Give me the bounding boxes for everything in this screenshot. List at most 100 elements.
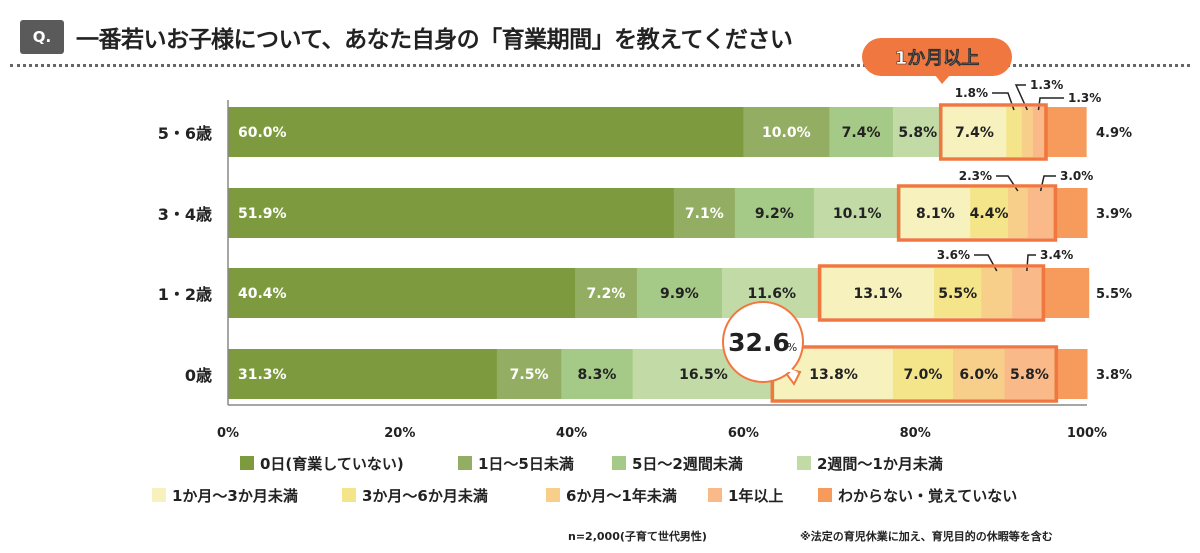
data-label: 13.8% <box>809 367 858 383</box>
bar-segment <box>1021 107 1034 157</box>
category-label: 3・4歳 <box>158 205 212 224</box>
bar-segment <box>981 268 1013 318</box>
callout-value: 32.6 <box>728 328 790 357</box>
bar-segment <box>228 107 744 157</box>
data-label: 3.0% <box>1060 169 1093 183</box>
bar-segment <box>1053 188 1088 238</box>
bar-segment <box>561 349 634 399</box>
bar-segment <box>1004 349 1055 399</box>
legend-label: 0日(育業していない) <box>260 455 404 473</box>
legend-swatch <box>458 456 472 470</box>
legend-swatch <box>818 488 832 502</box>
data-label: 31.3% <box>238 367 287 383</box>
legend-label: 2週間～1か月未満 <box>817 455 943 473</box>
data-label: 60.0% <box>238 125 287 141</box>
data-label: 11.6% <box>747 286 796 302</box>
bar-segment <box>1006 107 1023 157</box>
data-label: 4.4% <box>970 206 1009 222</box>
legend-label: 1年以上 <box>728 487 783 505</box>
highlight-box <box>938 103 1048 161</box>
legend-swatch <box>342 488 356 502</box>
legend-label: 1か月～3か月未満 <box>172 487 298 505</box>
legend-label: 1日～5日未満 <box>478 455 574 473</box>
footnote: ※法定の育児休業に加え、育児目的の休暇等を含む <box>800 529 1053 543</box>
bar-segment <box>829 107 894 157</box>
sample-size-note: n=2,000(子育て世代男性) <box>568 529 707 543</box>
bar-segment <box>228 349 498 399</box>
legend-swatch <box>797 456 811 470</box>
bar-segment <box>952 349 1006 399</box>
data-label: 3.9% <box>1096 207 1132 222</box>
bar-segment <box>496 349 562 399</box>
bar-segment <box>1041 268 1090 318</box>
data-label: 7.5% <box>510 367 549 383</box>
category-label: 1・2歳 <box>158 285 212 304</box>
callout-unit: % <box>787 341 797 354</box>
legend-swatch <box>240 456 254 470</box>
bar-segment <box>1027 188 1054 238</box>
data-label: 7.4% <box>842 125 881 141</box>
legend-swatch <box>152 488 166 502</box>
highlight-box <box>896 184 1058 242</box>
data-label: 3.8% <box>1096 368 1132 383</box>
data-label: 7.0% <box>904 367 943 383</box>
data-label: 5.8% <box>898 125 937 141</box>
title-divider <box>10 64 1190 67</box>
bar-segment <box>636 268 723 318</box>
data-label: 7.4% <box>955 125 994 141</box>
x-tick-label: 20% <box>384 426 415 441</box>
bar-segment <box>1012 268 1042 318</box>
data-label: 3.4% <box>1040 248 1073 262</box>
highlight-bubble-pointer <box>935 75 950 84</box>
legend-label: わからない・覚えていない <box>838 487 1017 505</box>
data-label: 10.1% <box>833 206 882 222</box>
data-label: 40.4% <box>238 286 287 302</box>
x-tick-label: 80% <box>900 426 931 441</box>
chart-title: 一番若いお子様について、あなた自身の「育業期間」を教えてください <box>76 27 793 53</box>
data-label: 13.1% <box>854 286 903 302</box>
bar-segment <box>942 107 1007 157</box>
bar-segment <box>970 188 1009 238</box>
data-label: 51.9% <box>238 206 287 222</box>
data-label: 5.5% <box>938 286 977 302</box>
leader-line <box>1014 84 1028 111</box>
data-label: 8.3% <box>578 367 617 383</box>
question-badge: Q. <box>20 20 64 54</box>
callout-circle <box>722 301 804 383</box>
highlight-box <box>817 264 1046 322</box>
data-label: 6.0% <box>959 367 998 383</box>
data-label: 1.3% <box>1030 78 1063 92</box>
x-tick-label: 100% <box>1067 426 1107 441</box>
bar-segment <box>892 349 954 399</box>
legend-swatch <box>612 456 626 470</box>
bar-segment <box>734 188 815 238</box>
callout-pointer-fill <box>780 364 798 372</box>
data-label: 9.9% <box>660 286 699 302</box>
legend-swatch <box>708 488 722 502</box>
bar-segment <box>673 188 736 238</box>
data-label: 7.1% <box>685 206 724 222</box>
bar-segment <box>1032 107 1045 157</box>
data-label: 7.2% <box>587 286 626 302</box>
bar-segment <box>934 268 982 318</box>
bar-segment <box>1054 349 1088 399</box>
category-label: 0歳 <box>185 366 212 385</box>
bar-segment <box>892 107 944 157</box>
highlight-bubble <box>862 38 1012 76</box>
data-label: 1.8% <box>955 86 988 100</box>
data-label: 5.5% <box>1096 287 1132 302</box>
data-label: 10.0% <box>762 125 811 141</box>
category-label: 5・6歳 <box>158 124 212 143</box>
bar-segment <box>900 188 971 238</box>
data-label: 4.9% <box>1096 126 1132 141</box>
highlight-label: 1か月以上 <box>895 48 980 69</box>
data-label: 9.2% <box>755 206 794 222</box>
legend-label: 6か月～1年未満 <box>566 487 677 505</box>
bar-segment <box>1044 107 1087 157</box>
data-label: 8.1% <box>916 206 955 222</box>
data-label: 5.8% <box>1010 367 1049 383</box>
legend-label: 5日～2週間未満 <box>632 455 743 473</box>
x-tick-label: 40% <box>556 426 587 441</box>
bar-segment <box>1007 188 1029 238</box>
bar-segment <box>228 268 576 318</box>
